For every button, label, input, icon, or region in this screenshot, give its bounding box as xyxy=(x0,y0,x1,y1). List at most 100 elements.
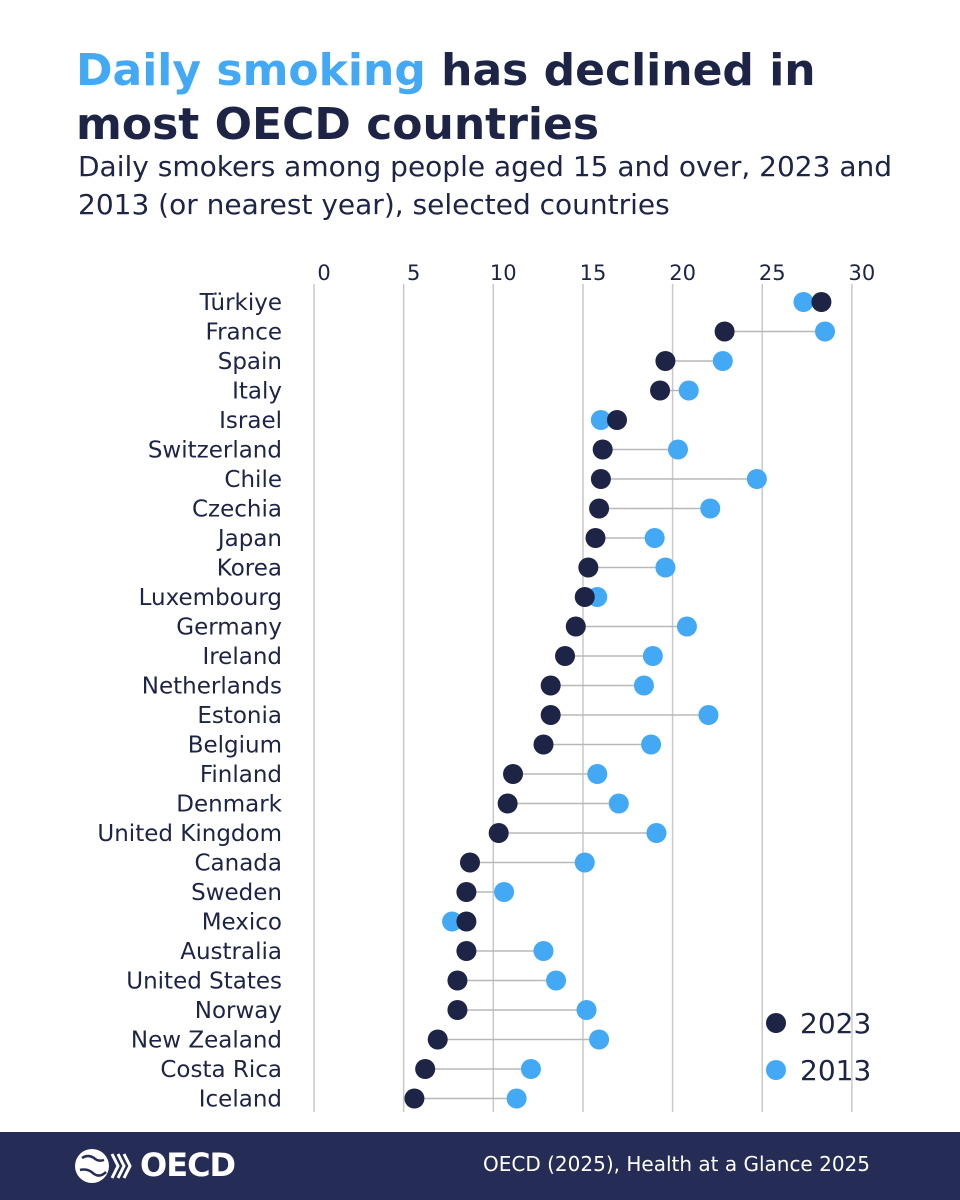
point-2023 xyxy=(456,911,477,932)
category-label: Australia xyxy=(180,939,282,965)
x-tick-label: 5 xyxy=(407,261,420,285)
category-label: United Kingdom xyxy=(97,821,282,847)
point-2013 xyxy=(698,705,719,725)
point-2013 xyxy=(642,646,663,666)
point-2023 xyxy=(488,823,509,843)
x-tick-label: 0 xyxy=(317,261,330,285)
category-label: Germany xyxy=(176,615,282,641)
x-tick-label: 25 xyxy=(759,261,786,285)
point-2013 xyxy=(633,675,654,696)
point-2013 xyxy=(574,852,595,873)
point-2013 xyxy=(608,793,629,814)
category-label: Spain xyxy=(218,349,282,375)
point-2013 xyxy=(641,734,662,755)
point-2013 xyxy=(746,469,767,489)
x-tick-label: 10 xyxy=(490,261,517,285)
point-2023 xyxy=(503,764,524,784)
point-2023 xyxy=(415,1059,436,1079)
point-2023 xyxy=(607,410,628,430)
point-2023 xyxy=(447,970,468,991)
point-2023 xyxy=(540,675,561,696)
point-2013 xyxy=(587,764,608,784)
category-label: Denmark xyxy=(176,792,282,818)
point-2013 xyxy=(712,351,733,371)
legend-label-2023: 2023 xyxy=(800,1007,871,1040)
category-label: France xyxy=(206,320,282,346)
point-2023 xyxy=(565,616,586,637)
category-label: Ireland xyxy=(202,644,282,670)
category-label: Türkiye xyxy=(199,290,282,316)
category-label: Estonia xyxy=(197,703,282,729)
point-2023 xyxy=(555,646,576,666)
x-tick-label: 15 xyxy=(580,261,607,285)
category-label: Korea xyxy=(217,556,282,582)
point-2023 xyxy=(589,498,610,519)
point-2013 xyxy=(646,823,667,843)
category-label: Finland xyxy=(200,762,282,788)
point-2013 xyxy=(533,941,554,961)
point-2013 xyxy=(520,1059,541,1079)
point-2023 xyxy=(540,705,561,725)
category-label: Canada xyxy=(194,851,282,877)
x-tick-label: 20 xyxy=(669,261,696,285)
point-2023 xyxy=(578,557,599,578)
category-label: United States xyxy=(126,969,282,995)
point-2013 xyxy=(442,911,463,932)
point-2013 xyxy=(644,528,665,548)
category-label: Norway xyxy=(195,998,282,1024)
point-2013 xyxy=(700,498,721,519)
point-2013 xyxy=(590,410,611,430)
point-2023 xyxy=(592,439,613,460)
point-2023 xyxy=(714,321,735,342)
category-label: Czechia xyxy=(192,497,282,523)
point-2023 xyxy=(585,528,606,548)
point-2023 xyxy=(404,1088,425,1109)
point-2023 xyxy=(456,941,477,961)
point-2013 xyxy=(506,1088,527,1109)
source-note: OECD (2025), Health at a Glance 2025 xyxy=(483,1152,870,1176)
point-2023 xyxy=(590,469,611,489)
category-label: New Zealand xyxy=(131,1028,282,1054)
category-label: Israel xyxy=(219,408,282,434)
legend-label-2013: 2013 xyxy=(800,1054,871,1087)
point-2023 xyxy=(497,793,518,814)
title-rest: has declined in most OECD countries xyxy=(76,45,816,150)
point-2023 xyxy=(655,351,676,371)
point-2013 xyxy=(793,292,814,312)
category-label: Luxembourg xyxy=(139,585,282,611)
point-2023 xyxy=(459,852,480,873)
point-2013 xyxy=(678,380,699,401)
point-2013 xyxy=(546,970,567,991)
category-label: Costa Rica xyxy=(160,1057,282,1083)
legend-marker-2023 xyxy=(766,1013,786,1033)
point-2023 xyxy=(811,292,832,312)
point-2013 xyxy=(589,1029,610,1050)
point-2023 xyxy=(447,1000,468,1020)
category-label: Switzerland xyxy=(148,438,282,464)
oecd-logo-text: OECD xyxy=(140,1146,236,1184)
category-label: Netherlands xyxy=(142,674,282,700)
chart-title: Daily smoking has declined in most OECD … xyxy=(76,44,936,152)
category-label: Japan xyxy=(216,526,282,552)
chart-subtitle: Daily smokers among people aged 15 and o… xyxy=(78,150,892,221)
point-2023 xyxy=(456,882,477,902)
oecd-globe-icon xyxy=(75,1149,132,1183)
dumbbell-chart: 0 5 10 15 20 25 30 Türkiye France Spain Italy Israe… xyxy=(97,261,876,1113)
point-2013 xyxy=(494,882,515,902)
category-label: Belgium xyxy=(188,733,282,759)
category-label: Italy xyxy=(232,379,282,405)
category-label: Chile xyxy=(224,467,282,493)
x-tick-label: 30 xyxy=(849,261,876,285)
point-2023 xyxy=(574,587,595,607)
point-2013 xyxy=(676,616,697,637)
title-highlight: Daily smoking xyxy=(76,45,426,96)
category-label: Iceland xyxy=(199,1087,282,1113)
category-label: Sweden xyxy=(191,880,282,906)
legend-marker-2013 xyxy=(766,1060,786,1080)
point-2023 xyxy=(427,1029,448,1050)
point-2023 xyxy=(650,380,671,401)
category-label: Mexico xyxy=(202,910,282,936)
point-2013 xyxy=(576,1000,597,1020)
point-2013 xyxy=(667,439,688,460)
point-2013 xyxy=(655,557,676,578)
